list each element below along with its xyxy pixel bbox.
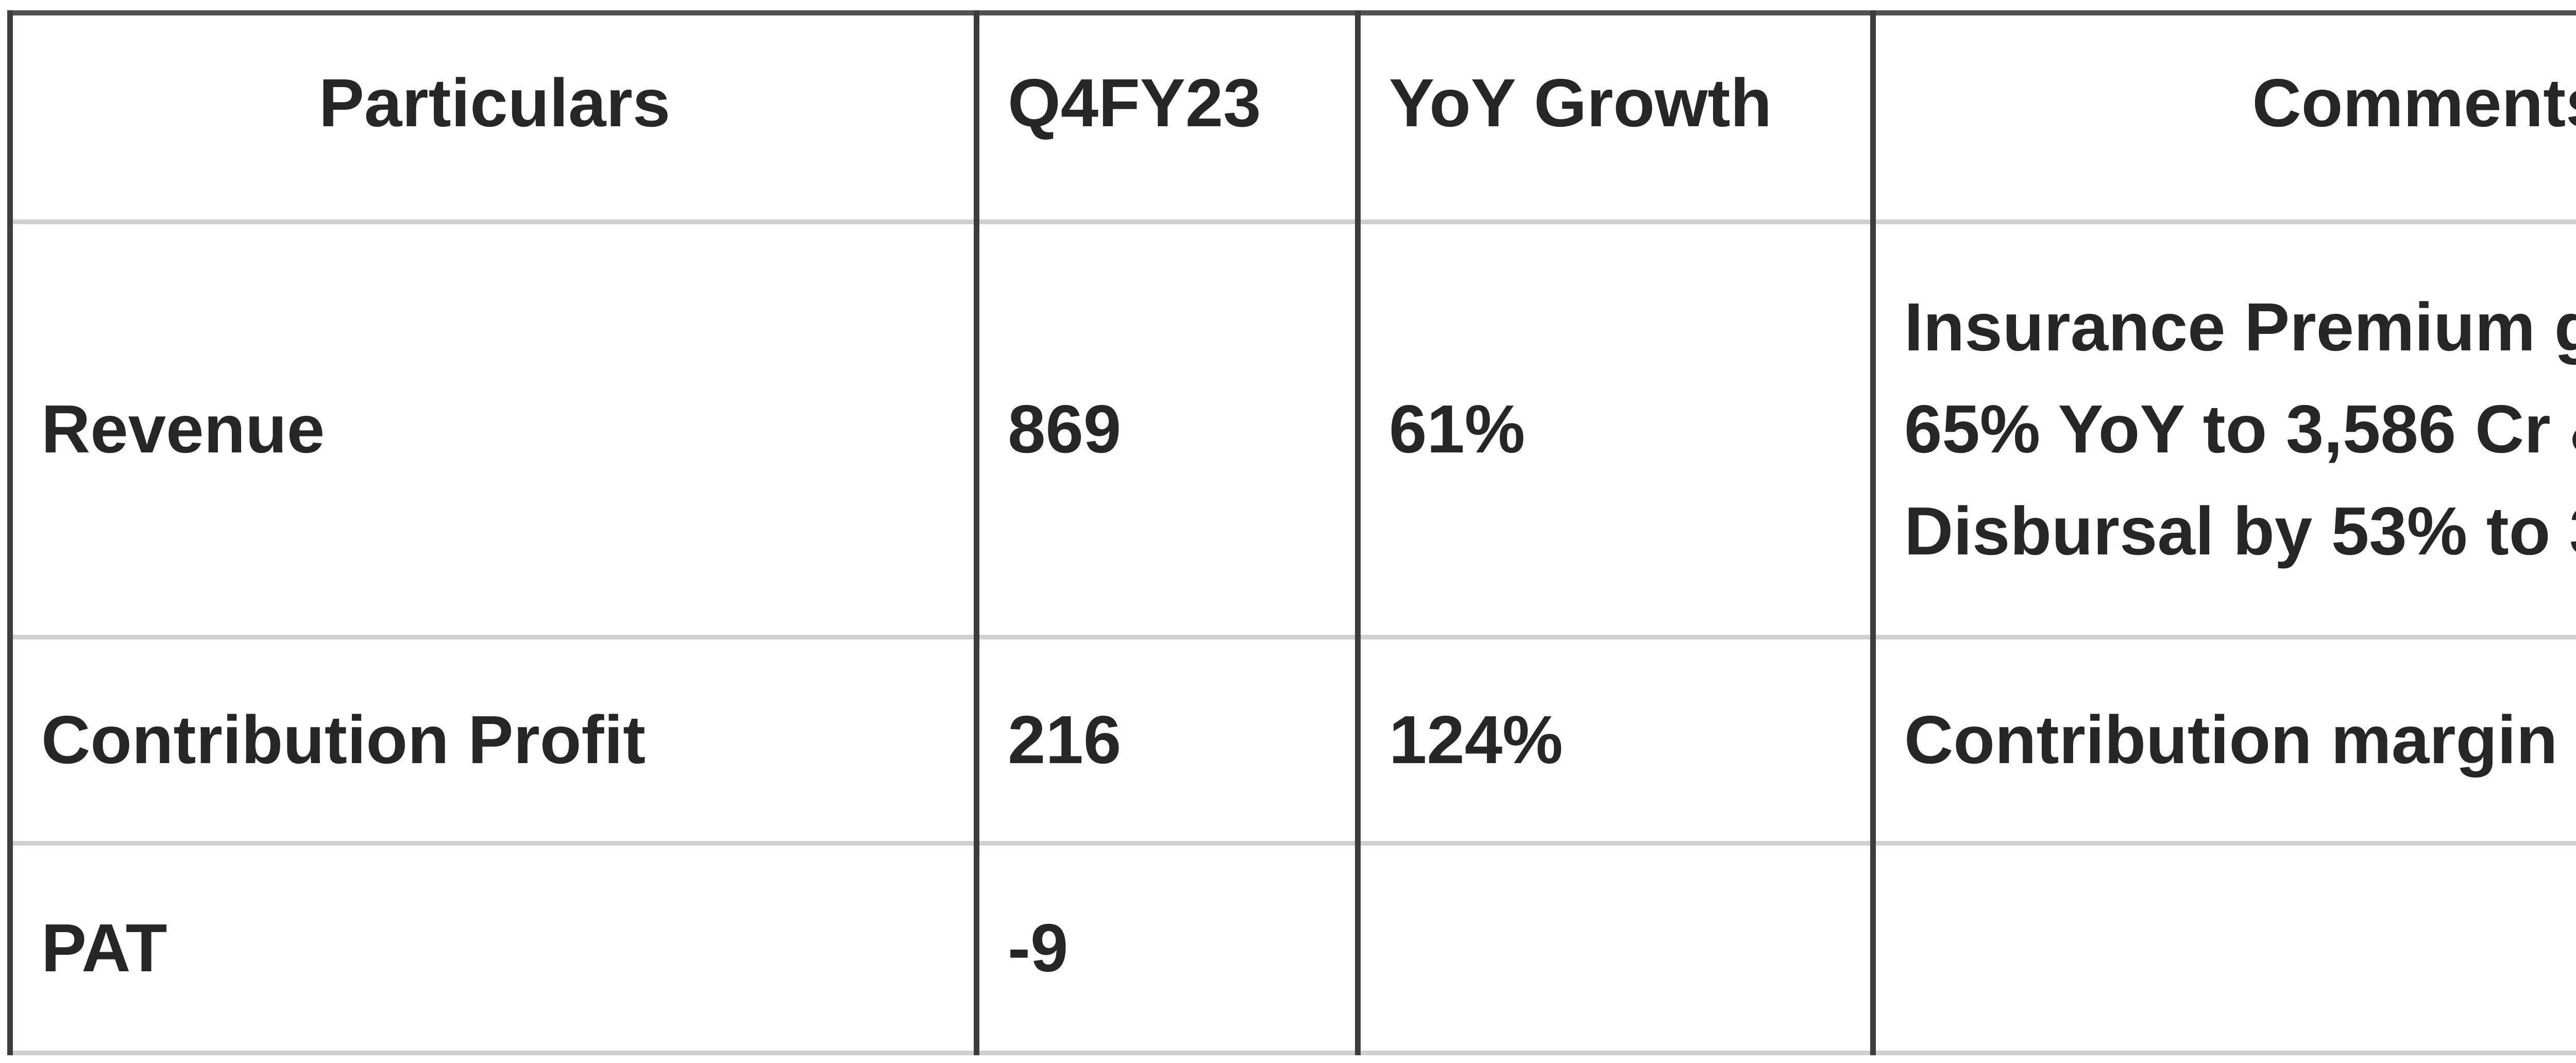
- header-cell-comments: Comments: [1870, 10, 2576, 222]
- cell-contribution-profit-comments: Contribution margin at 25.3%: [1870, 634, 2576, 843]
- table-row-pat: PAT -9: [7, 840, 2576, 1055]
- table-row-revenue: Revenue 869 61% Insurance Premium grew b…: [7, 219, 2576, 637]
- cell-revenue-q4fy23: 869: [974, 219, 1358, 637]
- header-cell-particulars: Particulars: [7, 10, 977, 222]
- cell-contribution-profit-yoy-growth: 124%: [1355, 634, 1873, 843]
- cell-revenue-particulars: Revenue: [7, 219, 977, 637]
- cell-pat-comments: [1870, 840, 2576, 1055]
- cell-contribution-profit-q4fy23: 216: [974, 634, 1358, 843]
- table-header-row: Particulars Q4FY23 YoY Growth Comments: [7, 10, 2576, 222]
- header-cell-yoy-growth: YoY Growth: [1355, 10, 1873, 222]
- financial-results-table: Particulars Q4FY23 YoY Growth Comments R…: [7, 10, 2576, 1055]
- header-cell-q4fy23: Q4FY23: [974, 10, 1358, 222]
- cell-pat-q4fy23: -9: [974, 840, 1358, 1055]
- cell-pat-particulars: PAT: [7, 840, 977, 1055]
- table-row-contribution-profit: Contribution Profit 216 124% Contributio…: [7, 634, 2576, 843]
- cell-revenue-yoy-growth: 61%: [1355, 219, 1873, 637]
- cell-revenue-comments: Insurance Premium grew by 65% YoY to 3,5…: [1870, 219, 2576, 637]
- cell-contribution-profit-particulars: Contribution Profit: [7, 634, 977, 843]
- cell-pat-yoy-growth: [1355, 840, 1873, 1055]
